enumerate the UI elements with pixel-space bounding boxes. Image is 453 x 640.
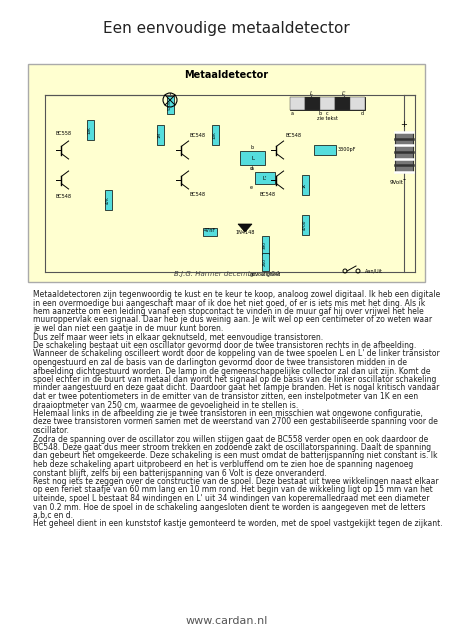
Bar [305,97,320,110]
Text: BC548: BC548 [260,192,276,197]
Text: L': L' [263,175,267,180]
Bar [203,228,217,236]
Text: BC548: BC548 [285,133,301,138]
Text: L': L' [342,91,346,96]
Bar [302,215,308,235]
Bar [167,96,173,114]
Text: hem aanzette om een leiding vanaf een stopcontact te vinden in de muur gaf hij o: hem aanzette om een leiding vanaf een st… [33,307,424,316]
Text: je wel dan niet een gaatje in de muur kunt boren.: je wel dan niet een gaatje in de muur ku… [33,324,223,333]
Text: Rest nog iets te zeggen over de constructie van de spoel. Deze bestaat uit twee : Rest nog iets te zeggen over de construc… [33,477,439,486]
Text: -: - [403,175,405,184]
Bar [87,120,93,140]
Bar [302,175,308,195]
Bar [105,190,111,210]
Text: Het geheel dient in een kunststof kastje gemonteerd te worden, met de spoel vast: Het geheel dient in een kunststof kastje… [33,520,443,529]
Bar [28,64,425,282]
Text: gevoeligheid: gevoeligheid [249,272,281,277]
Text: Een eenvoudige metaaldetector: Een eenvoudige metaaldetector [103,20,350,35]
Text: oscillator.: oscillator. [33,426,70,435]
Text: Metaaldetector: Metaaldetector [184,70,269,80]
Text: minder aangestuurd en deze gaat dicht. Daardoor gaat het lampje branden. Het is : minder aangestuurd en deze gaat dicht. D… [33,383,439,392]
Bar [261,236,269,254]
Text: deze twee transistoren vormen samen met de weerstand van 2700 een gestabiliseerd: deze twee transistoren vormen samen met … [33,417,438,426]
Text: 3300pF: 3300pF [338,147,357,152]
Text: dat er twee potentiometers in de emitter van de transistor zitten, een instelpot: dat er twee potentiometers in de emitter… [33,392,418,401]
Polygon shape [238,224,252,232]
Text: 1K: 1K [303,182,307,188]
Text: uiteinde, spoel L bestaat 84 windingen en L' uit 34 windingen van koperemalledra: uiteinde, spoel L bestaat 84 windingen e… [33,494,429,503]
Bar [290,97,365,110]
Text: 1N4148: 1N4148 [235,230,255,235]
Text: van 0.2 mm. Hoe de spoel in de schakeling aangesloten dient te worden is aangege: van 0.2 mm. Hoe de spoel in de schakelin… [33,502,425,511]
Text: op een feriet staafje van 60 mm lang en 10 mm rond. Het begin van de wikkeling l: op een feriet staafje van 60 mm lang en … [33,486,433,495]
Text: muuroppervlak een signaal. Daar heb je dus weinig aan. Je wilt wel op een centim: muuroppervlak een signaal. Daar heb je d… [33,316,432,324]
Text: b: b [251,145,254,150]
Text: BC548: BC548 [190,192,206,197]
Bar [320,97,335,110]
Text: Dus zelf maar weer iets in elkaar geknutseld, met eenvoudige transistoren.: Dus zelf maar weer iets in elkaar geknut… [33,333,323,342]
Text: De schakeling bestaat uit een oscillator gevormd door de twee transistoren recht: De schakeling bestaat uit een oscillator… [33,341,416,350]
Bar [240,151,265,165]
Text: a: a [291,111,294,116]
Text: 47nF: 47nF [204,227,216,232]
Text: www.cardan.nl: www.cardan.nl [185,616,268,626]
Text: 47K: 47K [106,196,110,204]
Text: d: d [250,166,253,171]
Text: a,b,c en d.: a,b,c en d. [33,511,73,520]
Bar [261,253,269,271]
Text: c: c [326,111,329,116]
Text: BC548. Deze gaat dus meer stroom trekken en zodoende zakt de oscillatorspanning.: BC548. Deze gaat dus meer stroom trekken… [33,443,431,452]
Text: dan gebeurt het omgekeerde. Deze schakeling is een must omdat de batterijspannin: dan gebeurt het omgekeerde. Deze schakel… [33,451,438,461]
Text: BC548: BC548 [55,194,71,199]
Text: L: L [251,156,254,161]
Bar [156,125,164,145]
Text: constant blijft, zelfs bij een batterijspanning van 6 Volt is deze onveranderd.: constant blijft, zelfs bij een batterijs… [33,468,327,477]
Text: L: L [309,91,313,96]
Text: B.J.G. Harmer december 2004: B.J.G. Harmer december 2004 [174,271,279,277]
Text: opengestuurd en zal de basis van de darlington gevormd door de twee transistoren: opengestuurd en zal de basis van de darl… [33,358,407,367]
Text: spoel echter in de buurt van metaal dan wordt het signaal op de basis van de lin: spoel echter in de buurt van metaal dan … [33,375,436,384]
Text: 9Volt: 9Volt [390,180,404,185]
Text: zie tekst: zie tekst [317,116,338,121]
Bar [212,125,218,145]
Text: afbeelding dichtgestuurd worden. De lamp in de gemeenschappelijke collector zal : afbeelding dichtgestuurd worden. De lamp… [33,367,430,376]
Text: 5700: 5700 [168,100,172,110]
Text: Metaaldetectoren zijn tegenwoordig te kust en te keur te koop, analoog zowel dig: Metaaldetectoren zijn tegenwoordig te ku… [33,290,440,299]
Text: 10K: 10K [213,131,217,139]
Text: Aan/Uit: Aan/Uit [365,269,383,273]
Text: BC548: BC548 [190,133,206,138]
Text: heb deze schakeling apart uitprobeerd en het is verbluffend om te zien hoe de sp: heb deze schakeling apart uitprobeerd en… [33,460,413,469]
Text: +: + [400,120,407,129]
Text: e: e [250,185,253,190]
Text: 1M: 1M [158,132,162,138]
Text: draaioptmeter van 250 cm, waarmee de gevoeligheid in te stellen is.: draaioptmeter van 250 cm, waarmee de gev… [33,401,298,410]
Text: Helemaal links in de afbeelding zie je twee transistoren in een misschien wat on: Helemaal links in de afbeelding zie je t… [33,409,423,418]
Bar [255,172,275,184]
Bar [290,97,305,110]
Bar [350,97,365,110]
Text: 4700: 4700 [303,220,307,230]
Bar [395,132,413,172]
Text: Wanneer de schakeling oscilleert wordt door de koppeling van de twee spoelen L e: Wanneer de schakeling oscilleert wordt d… [33,349,440,358]
Text: 250: 250 [263,258,267,266]
Text: BC558: BC558 [55,131,71,136]
Text: a: a [251,166,254,171]
Bar [314,145,336,155]
Text: 10K: 10K [88,126,92,134]
Text: in een overmoedige bui aangeschaft maar of ik doe het niet goed, of er is iets m: in een overmoedige bui aangeschaft maar … [33,298,425,307]
Text: d: d [361,111,364,116]
Text: 390: 390 [263,241,267,249]
Bar [335,97,350,110]
Text: Zodra de spanning over de oscillator zou willen stijgen gaat de BC558 verder ope: Zodra de spanning over de oscillator zou… [33,435,428,444]
Text: b: b [318,111,322,116]
